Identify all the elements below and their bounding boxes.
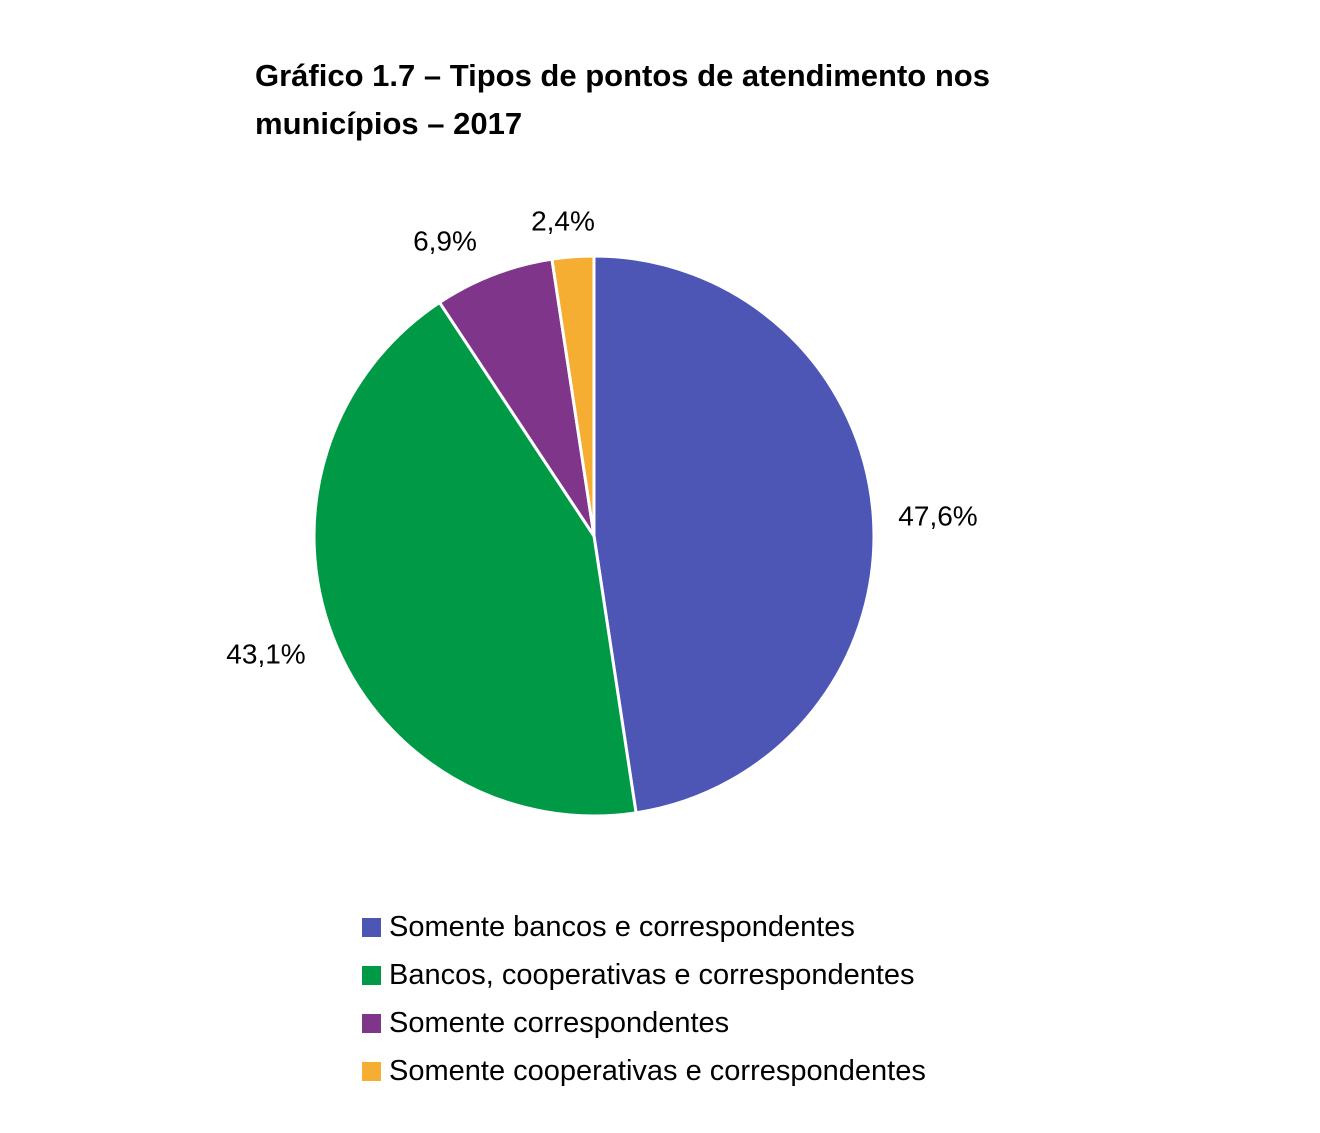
legend-item: Somente bancos e correspondentes (362, 903, 926, 951)
pie-data-label: 6,9% (413, 225, 477, 256)
chart-title: Gráfico 1.7 – Tipos de pontos de atendim… (255, 52, 1115, 148)
legend-item: Somente cooperativas e correspondentes (362, 1047, 926, 1095)
legend-item: Somente correspondentes (362, 999, 926, 1047)
pie-data-label: 47,6% (898, 500, 977, 531)
legend-swatch (362, 1061, 381, 1081)
legend-label: Somente correspondentes (389, 1006, 730, 1039)
chart-title-line-1: Gráfico 1.7 – Tipos de pontos de atendim… (255, 58, 990, 93)
legend-swatch (362, 965, 381, 985)
legend-label: Bancos, cooperativas e correspondentes (389, 958, 915, 991)
pie-slice (550, 254, 596, 538)
legend-swatch (362, 917, 381, 937)
pie-slice (438, 257, 596, 538)
pie-data-label: 43,1% (226, 638, 305, 669)
pie-data-labels: 47,6% 43,1% 6,9% 2,4% (226, 205, 977, 669)
legend-label: Somente cooperativas e correspondentes (389, 1054, 926, 1087)
pie-slices (312, 254, 876, 818)
pie-slice (592, 254, 876, 815)
chart-title-line-2: municípios – 2017 (255, 106, 523, 141)
legend-label: Somente bancos e correspondentes (389, 910, 855, 943)
legend-item: Bancos, cooperativas e correspondentes (362, 951, 926, 999)
pie-slice (312, 300, 638, 818)
pie-data-label: 2,4% (531, 205, 595, 236)
legend-swatch (362, 1013, 381, 1033)
chart-legend: Somente bancos e correspondentes Bancos,… (362, 903, 926, 1095)
